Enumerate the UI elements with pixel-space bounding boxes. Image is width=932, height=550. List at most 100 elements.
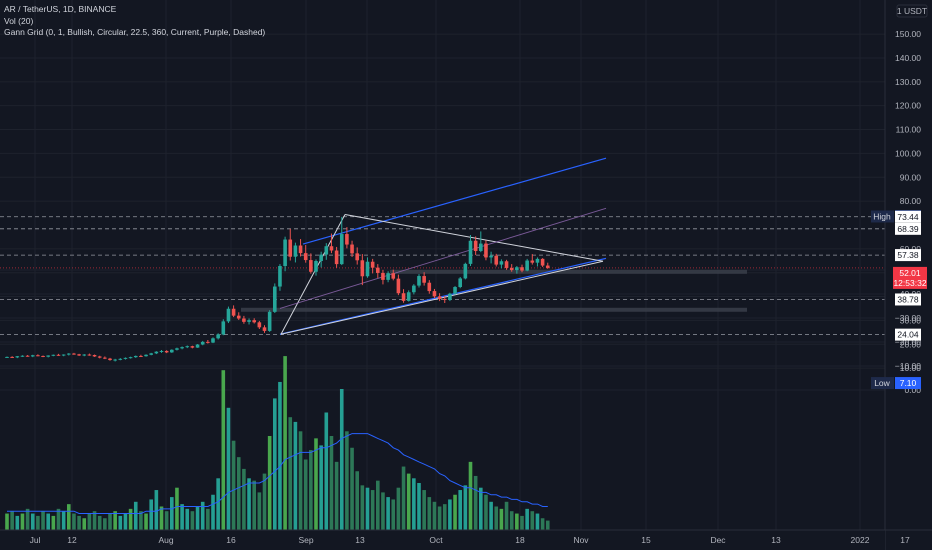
volume-bar xyxy=(67,504,71,530)
volume-bar xyxy=(36,515,40,530)
candle-body xyxy=(36,355,40,357)
price-tick-label: 140.00 xyxy=(895,53,921,63)
volume-bar xyxy=(56,508,61,530)
volume-bar xyxy=(370,490,375,530)
volume-tick-label: 0.00 xyxy=(904,385,921,395)
candle-body xyxy=(448,293,452,300)
volume-bar xyxy=(87,513,92,530)
candle-body xyxy=(118,358,123,360)
level-68-tag-value: 68.39 xyxy=(897,224,919,234)
candle-body xyxy=(206,341,210,343)
volume-bar xyxy=(221,370,226,530)
volume-bar xyxy=(376,480,380,530)
price-tick-label: 110.00 xyxy=(896,125,922,135)
time-tick-label: 15 xyxy=(641,535,651,545)
candle-body xyxy=(381,272,385,280)
candle-body xyxy=(406,292,411,301)
volume-bar xyxy=(391,499,396,530)
candle-body xyxy=(334,250,339,265)
candle-body xyxy=(391,273,396,279)
volume-bar xyxy=(288,417,293,530)
volume-bar xyxy=(432,501,437,530)
support-zone xyxy=(241,307,747,312)
candle-body xyxy=(195,344,200,348)
volume-bar xyxy=(103,518,107,530)
candle-body xyxy=(61,354,66,356)
candle-body xyxy=(211,338,215,343)
level-68-tag-box xyxy=(895,222,921,235)
volume-bar xyxy=(479,487,483,530)
triangle-lower-side xyxy=(280,260,604,335)
level-38-tag-value: 38.78 xyxy=(897,294,919,304)
volume-bar xyxy=(427,497,432,530)
candle-body xyxy=(216,334,220,339)
symbol-line[interactable]: AR / TetherUS, 1D, BINANCE xyxy=(4,4,117,14)
volume-bar xyxy=(303,459,308,530)
volume-bar xyxy=(324,412,329,530)
volume-bar xyxy=(365,487,370,530)
time-tick-label: 12 xyxy=(67,535,77,545)
volume-bar xyxy=(273,398,277,530)
volume-bar xyxy=(252,480,256,530)
candle-body xyxy=(324,246,329,255)
time-axis[interactable]: Jul 12 Aug 16 Sep 13 Oct 18 Nov 15 Dec 13 2022 17 xyxy=(0,529,932,550)
volume-bar xyxy=(468,461,473,530)
candle-body xyxy=(139,355,143,357)
candles xyxy=(5,216,550,362)
candle-body xyxy=(494,255,499,265)
level-24-tag-box xyxy=(895,328,921,341)
volume-bar xyxy=(195,506,200,530)
volume-bar xyxy=(329,436,334,530)
candle-body xyxy=(15,356,20,358)
candle-body xyxy=(417,276,421,286)
countdown-value: 12:53:32 xyxy=(893,278,926,288)
candle-body xyxy=(535,258,540,263)
volume-bar xyxy=(484,494,488,530)
gann-grid-line[interactable]: Gann Grid (0, 1, Bullish, Circular, 22.5… xyxy=(4,27,266,38)
volume-bar xyxy=(350,447,354,530)
current-price-box xyxy=(893,266,927,289)
candle-body xyxy=(401,293,406,301)
volume-bar xyxy=(422,490,426,530)
volume-bar xyxy=(231,440,236,530)
volume-bar xyxy=(458,490,462,530)
candle-body xyxy=(365,261,370,277)
candle-body xyxy=(329,246,334,251)
current-price-value: 52.01 xyxy=(899,268,921,278)
candle-body xyxy=(432,291,437,297)
zones xyxy=(241,269,747,312)
volume-bar xyxy=(123,513,128,530)
candle-body xyxy=(479,243,483,251)
time-tick-label: Nov xyxy=(573,535,589,545)
candle-body xyxy=(46,355,50,357)
price-tick-label: 120.00 xyxy=(895,101,921,111)
price-axis[interactable]: 1 USDT 150.00 140.00 130.00 120.00 110.00 100.… xyxy=(871,0,932,550)
level-38-tag-box xyxy=(895,293,921,306)
volume-bar xyxy=(164,511,169,530)
volume-indicator-line[interactable]: Vol (20) xyxy=(4,15,34,26)
candle-body xyxy=(67,353,71,355)
candle-body xyxy=(520,267,524,271)
volume-bar xyxy=(20,513,25,530)
volume-bar xyxy=(406,473,411,530)
volume-bar xyxy=(360,485,365,530)
candle-body xyxy=(103,357,107,359)
candle-body xyxy=(113,359,117,361)
volume-bar xyxy=(386,497,390,530)
candle-body xyxy=(82,354,87,356)
candle-body xyxy=(283,239,287,267)
candle-body xyxy=(386,273,390,280)
volume-bar xyxy=(530,511,535,530)
volume-bars xyxy=(5,356,550,530)
candle-body xyxy=(298,245,303,254)
volume-bar xyxy=(72,513,76,530)
lower-channel-line xyxy=(279,257,607,335)
low-tag-value: 7.10 xyxy=(900,378,917,388)
candle-body xyxy=(159,350,164,352)
candle-body xyxy=(144,354,148,357)
level-24-tag-value: 24.04 xyxy=(897,330,919,340)
candle-body xyxy=(221,321,226,335)
candle-body xyxy=(97,356,102,358)
volume-bar xyxy=(159,506,164,530)
